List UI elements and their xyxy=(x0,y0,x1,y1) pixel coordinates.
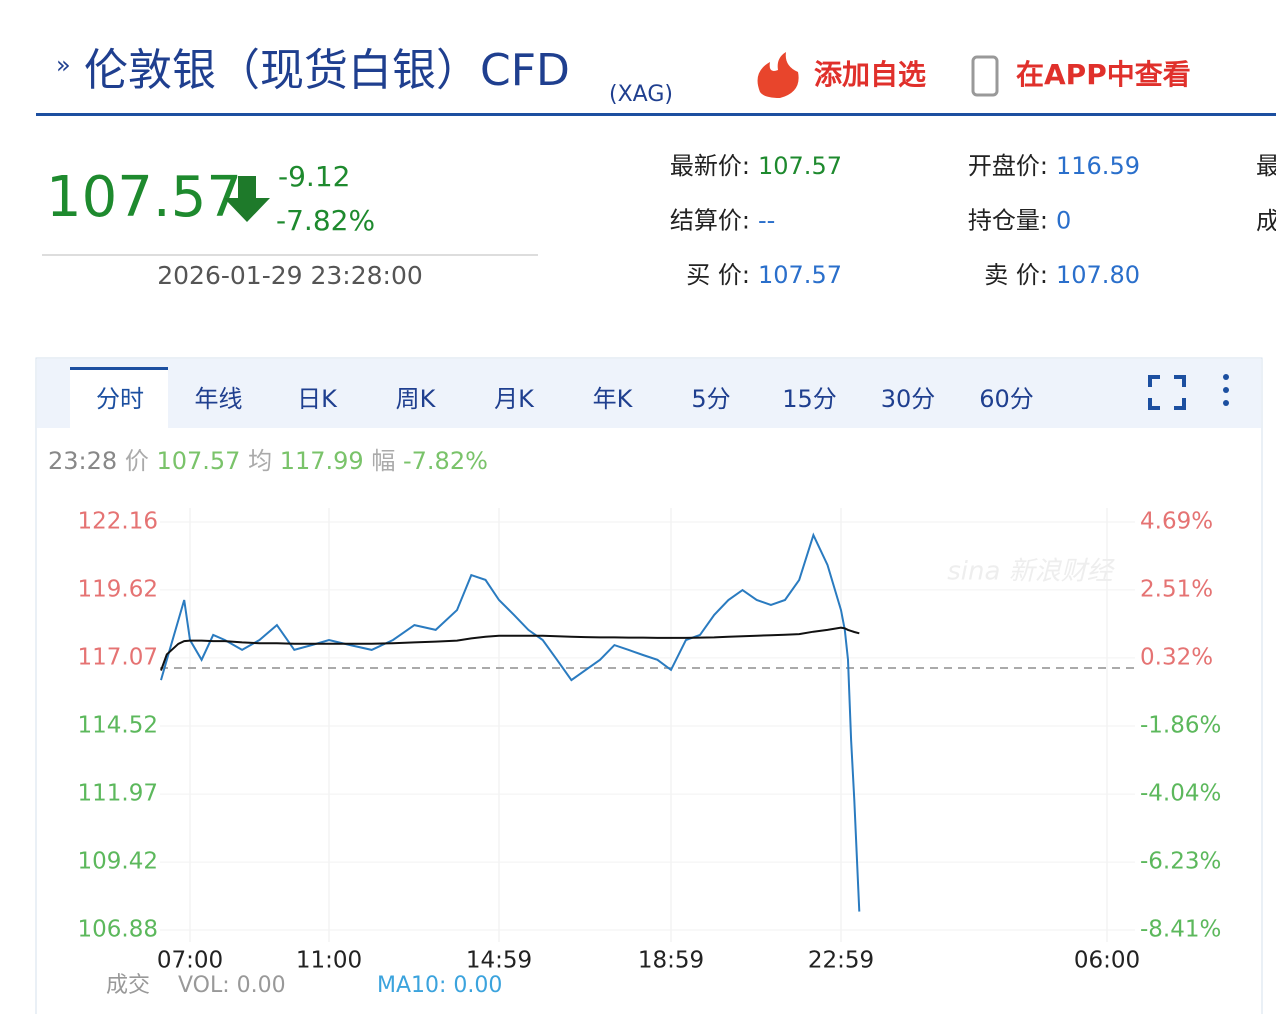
title-icon: » xyxy=(56,51,71,79)
field-value: 107.57 xyxy=(758,152,842,180)
field-value: 107.80 xyxy=(1056,261,1140,289)
field-label: 持仓量: xyxy=(968,207,1048,235)
add-watch[interactable]: 添加自选 xyxy=(814,58,926,91)
field-label: 开盘价: xyxy=(968,152,1048,180)
more-icon[interactable] xyxy=(1223,374,1229,406)
tab[interactable]: 年线 xyxy=(195,385,243,413)
info-avg-label: 均 xyxy=(248,447,272,475)
quote-time: 2026-01-29 23:28:00 xyxy=(157,261,423,290)
x-tick-label: 18:59 xyxy=(638,948,704,974)
y2-tick-label: -6.23% xyxy=(1140,849,1221,875)
tab[interactable]: 周K xyxy=(396,385,437,413)
down-arrow xyxy=(224,176,270,222)
info-line: 23:28 价 107.57 均 117.99 幅 -7.82% xyxy=(48,447,488,475)
plot: 07:00 11:00 14:59 18:59 22:59 06:00 122.16 119.… xyxy=(78,508,1221,974)
tab[interactable]: 月K xyxy=(494,385,535,413)
y-tick-label: 122.16 xyxy=(78,509,158,535)
x-tick-label: 14:59 xyxy=(466,948,532,974)
tab[interactable]: 5分 xyxy=(691,385,730,413)
field-label: 卖 价: xyxy=(984,261,1048,289)
price: 107.57 xyxy=(46,165,242,230)
tab-bar xyxy=(37,359,1261,428)
tab[interactable]: 日K xyxy=(297,385,338,413)
y2-tick-label: 0.32% xyxy=(1140,645,1213,671)
field-label: 最新价: xyxy=(670,152,750,180)
info-price-label: 价 xyxy=(125,447,149,475)
tab[interactable]: 分时 xyxy=(96,385,144,413)
info-range: -7.82% xyxy=(403,447,488,475)
y-tick-label: 119.62 xyxy=(78,576,158,602)
tab-active xyxy=(70,367,168,429)
series-line xyxy=(160,626,860,671)
field-value: 116.59 xyxy=(1056,152,1140,180)
change-pct: -7.82% xyxy=(276,204,375,237)
field-value: -- xyxy=(758,207,775,235)
tab[interactable]: 30分 xyxy=(881,385,936,413)
title: 伦敦银（现货白银）CFD xyxy=(84,45,570,96)
chart-panel xyxy=(35,357,1263,1014)
tabs: 分时 年线 日K 周K 月K 年K 5分 15分 30分 60分 xyxy=(96,385,1034,413)
symbol: (XAG) xyxy=(609,82,673,107)
quote-rule xyxy=(42,254,538,256)
fields: 最新价: 107.57 开盘价: 116.59 结算价: -- 持仓量: 0 买 价: 107.5… xyxy=(670,152,1140,289)
cut-off: 成 xyxy=(1256,207,1276,235)
tab-active-mark xyxy=(70,367,168,370)
y-tick-label: 106.88 xyxy=(78,917,158,943)
y-tick-label: 111.97 xyxy=(78,781,158,807)
y2-tick-label: -8.41% xyxy=(1140,917,1221,943)
x-tick-label: 22:59 xyxy=(808,948,874,974)
ma-value: MA10: 0.00 xyxy=(377,973,502,998)
info-range-label: 幅 xyxy=(371,447,395,475)
header-rule xyxy=(36,113,1276,116)
tab[interactable]: 年K xyxy=(593,385,634,413)
field-label: 结算价: xyxy=(670,207,750,235)
info-price: 107.57 xyxy=(156,447,240,475)
x-tick-label: 06:00 xyxy=(1074,948,1140,974)
y2-tick-label: -1.86% xyxy=(1140,713,1221,739)
fullscreen-icon[interactable] xyxy=(1148,375,1186,410)
watermark: sina 新浪财经 xyxy=(947,557,1115,587)
y-tick-label: 114.52 xyxy=(78,713,158,739)
fire-icon[interactable] xyxy=(757,52,799,98)
y2-tick-label: 4.69% xyxy=(1140,509,1213,535)
volume-label: 成交 xyxy=(106,973,150,998)
x-tick-label: 11:00 xyxy=(296,948,362,974)
x-tick-label: 07:00 xyxy=(157,948,223,974)
y2-tick-label: -4.04% xyxy=(1140,780,1221,806)
field-value: 0 xyxy=(1056,207,1071,235)
tab[interactable]: 15分 xyxy=(782,385,837,413)
info-time: 23:28 xyxy=(48,447,117,475)
y-tick-label: 117.07 xyxy=(78,644,158,670)
volume-value: VOL: 0.00 xyxy=(178,973,286,998)
y-tick-label: 109.42 xyxy=(78,849,158,875)
y2-tick-label: 2.51% xyxy=(1140,576,1213,602)
series-line xyxy=(160,532,861,912)
view-app[interactable]: 在APP中查看 xyxy=(1016,58,1191,91)
change: -9.12 xyxy=(278,160,350,193)
info-avg: 117.99 xyxy=(280,447,364,475)
field-label: 买 价: xyxy=(686,261,750,289)
cut-off: 最 xyxy=(1256,152,1276,180)
tab[interactable]: 60分 xyxy=(979,385,1034,413)
field-value: 107.57 xyxy=(758,261,842,289)
phone-icon[interactable] xyxy=(971,55,999,97)
